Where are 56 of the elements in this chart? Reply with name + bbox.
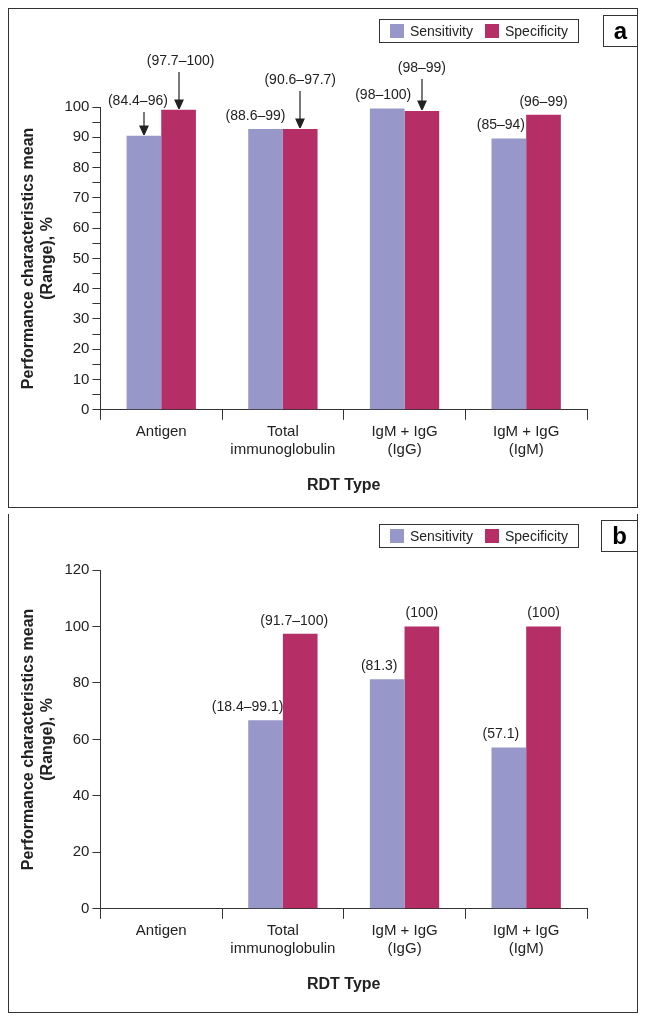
x-tick-label: Antigen: [135, 421, 187, 439]
y-tick-label: 30: [72, 309, 90, 327]
bar: [526, 626, 561, 909]
legend-label: Specificity: [504, 528, 568, 544]
y-tick-label: 70: [72, 187, 90, 205]
x-tick-label: Antigen: [135, 920, 187, 938]
data-label: (98–99): [397, 58, 446, 75]
y-axis-title: Performance characteristics mean (Range), %: [19, 608, 56, 871]
data-label: (81.3): [360, 657, 398, 674]
data-label: (97.7–100): [146, 51, 215, 68]
x-tick-label: IgM + IgG (IgM): [493, 421, 560, 457]
y-tick-label: 120: [64, 560, 90, 578]
y-tick-label: 100: [64, 97, 90, 115]
bar: [369, 679, 405, 909]
data-label: (98–100): [355, 86, 412, 103]
y-tick-label: 0: [81, 399, 90, 417]
x-tick-label: IgM + IgG (IgG): [371, 920, 438, 956]
text: b: [601, 520, 638, 552]
bar: [404, 626, 440, 909]
y-tick-label: 40: [72, 278, 90, 296]
y-tick-label: 0: [81, 898, 90, 916]
text: a: [602, 15, 638, 47]
legend-label: Sensitivity: [409, 23, 473, 39]
y-tick-label: 80: [72, 157, 90, 175]
y-tick-label: 60: [72, 218, 90, 236]
y-tick-label: 50: [72, 248, 90, 266]
x-tick-label: IgM + IgG (IgG): [371, 421, 438, 457]
legend-label: Sensitivity: [409, 528, 473, 544]
bar: [491, 747, 527, 909]
data-label: (91.7–100): [260, 611, 329, 628]
y-tick-label: 80: [72, 673, 90, 691]
x-axis-title: RDT Type: [306, 974, 381, 992]
y-tick-label: 20: [72, 339, 90, 357]
x-tick-label: Total immunoglobulin: [230, 920, 336, 956]
legend-label: Specificity: [504, 23, 568, 39]
data-label: (84.4–96): [107, 91, 168, 108]
y-axis-title: Performance characteristics mean (Range), %: [19, 127, 56, 390]
data-label: (100): [405, 604, 439, 621]
y-tick-label: 90: [72, 127, 90, 145]
data-label: (100): [527, 604, 560, 621]
data-label: (96–99): [519, 92, 568, 109]
x-tick-label: Total immunoglobulin: [230, 421, 336, 457]
bar: [248, 720, 283, 909]
data-label: (85–94): [476, 116, 525, 133]
data-label: (57.1): [482, 725, 520, 742]
y-tick-label: 20: [72, 842, 90, 860]
y-tick-label: 60: [72, 729, 90, 747]
y-tick-label: 100: [64, 616, 90, 634]
data-label: (88.6–99): [225, 106, 286, 123]
x-axis-title: RDT Type: [306, 475, 381, 493]
data-label: (18.4–99.1): [211, 698, 284, 715]
y-tick-label: 10: [72, 369, 90, 387]
x-tick-label: IgM + IgG (IgM): [493, 920, 560, 956]
data-label: (90.6–97.7): [264, 70, 337, 87]
bar: [282, 633, 318, 909]
y-tick-label: 40: [72, 786, 90, 804]
